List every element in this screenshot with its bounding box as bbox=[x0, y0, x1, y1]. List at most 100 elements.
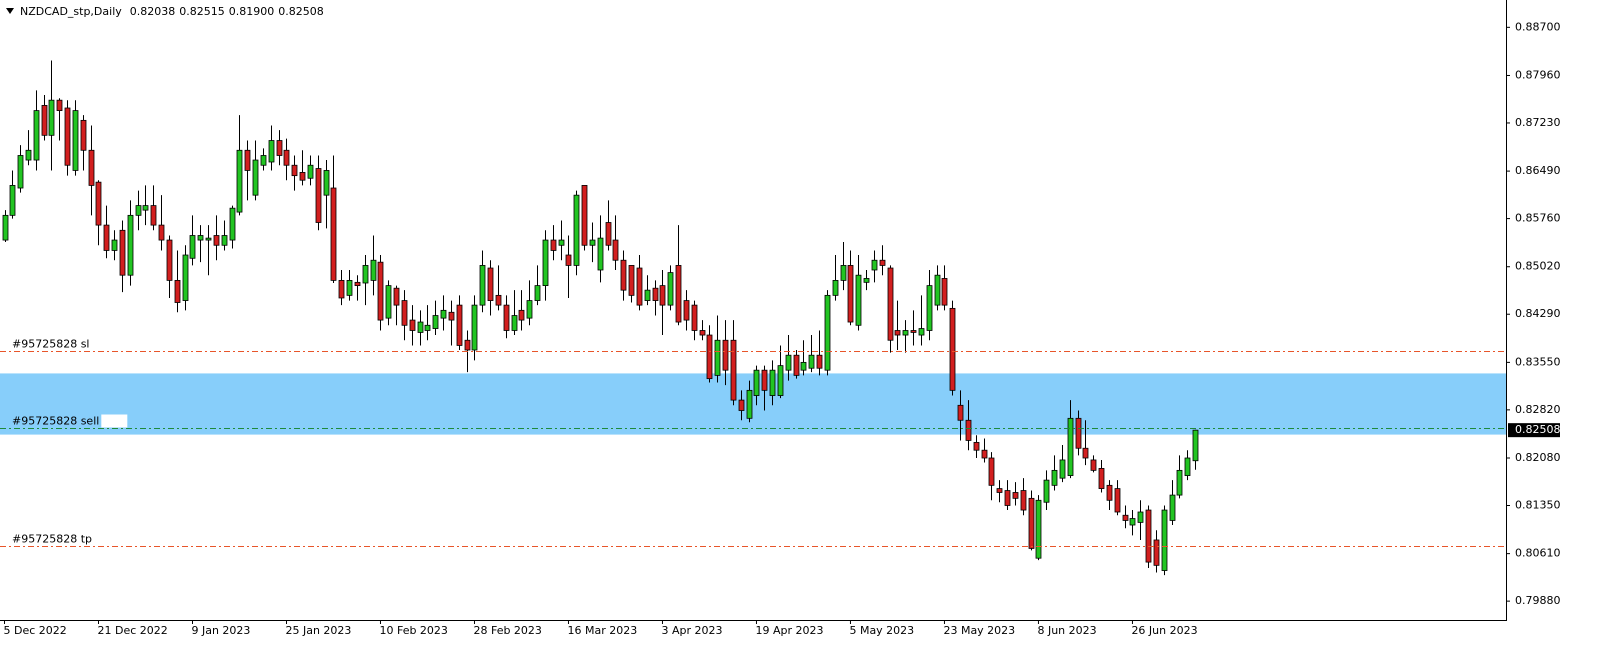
bull-candle-body bbox=[471, 304, 478, 351]
bull-candle-body bbox=[808, 354, 815, 369]
bear-candle-body bbox=[409, 319, 416, 331]
bull-candle-body bbox=[252, 159, 259, 196]
bull-candle-body bbox=[142, 205, 149, 211]
bull-candle-body bbox=[1176, 469, 1183, 496]
bull-candle-body bbox=[127, 214, 134, 276]
bear-candle-body bbox=[706, 334, 713, 380]
bear-candle-body bbox=[80, 119, 87, 151]
bull-candle-body bbox=[1129, 518, 1136, 526]
bull-candle-body bbox=[236, 149, 243, 213]
bull-candle-body bbox=[769, 369, 776, 396]
x-tick-label: 25 Jan 2023 bbox=[285, 624, 351, 637]
y-tick-label: 0.86490 bbox=[1515, 164, 1561, 177]
bear-candle-body bbox=[1122, 514, 1129, 521]
bear-candle-body bbox=[276, 140, 283, 156]
bear-candle-body bbox=[910, 330, 917, 333]
bull-candle-body bbox=[362, 265, 369, 284]
y-tick-label: 0.79880 bbox=[1515, 594, 1561, 607]
bear-candle-body bbox=[315, 168, 322, 223]
ohlc-open: 0.82038 bbox=[130, 5, 176, 18]
bull-candle-body bbox=[714, 339, 721, 376]
redacted-box bbox=[101, 414, 128, 428]
bull-candle-body bbox=[1059, 459, 1066, 479]
bear-candle-body bbox=[95, 181, 102, 226]
y-tick-label: 0.87230 bbox=[1515, 116, 1561, 129]
bear-candle-body bbox=[503, 304, 510, 331]
bull-candle-body bbox=[33, 110, 40, 161]
bear-candle-body bbox=[620, 259, 627, 291]
bull-candle-body bbox=[871, 259, 878, 271]
bull-candle-body bbox=[746, 389, 753, 419]
bear-candle-body bbox=[1075, 417, 1082, 449]
bull-candle-body bbox=[135, 205, 142, 216]
bull-candle-body bbox=[918, 328, 925, 336]
bear-candle-body bbox=[456, 304, 463, 346]
bull-candle-body bbox=[197, 235, 204, 241]
bull-candle-body bbox=[479, 265, 486, 306]
bear-candle-body bbox=[1004, 490, 1011, 506]
bear-candle-body bbox=[1153, 539, 1160, 566]
bull-candle-body bbox=[17, 155, 24, 189]
bull-candle-body bbox=[863, 278, 870, 283]
bear-candle-body bbox=[150, 205, 157, 226]
bull-candle-body bbox=[902, 330, 909, 336]
bear-candle-body bbox=[879, 259, 886, 266]
y-tick-label: 0.82820 bbox=[1515, 403, 1561, 416]
bear-candle-body bbox=[550, 239, 557, 251]
bear-candle-body bbox=[996, 488, 1003, 493]
bear-candle-body bbox=[393, 287, 400, 306]
bull-candle-body bbox=[534, 285, 541, 301]
bear-candle-body bbox=[793, 354, 800, 376]
bull-candle-body bbox=[221, 235, 228, 246]
bull-candle-body bbox=[440, 309, 447, 319]
bull-candle-body bbox=[25, 149, 32, 161]
order-level-label: #95725828 sell bbox=[12, 415, 99, 428]
bull-candle-body bbox=[644, 289, 651, 301]
x-tick-label: 21 Dec 2022 bbox=[97, 624, 167, 637]
bull-candle-body bbox=[432, 315, 439, 329]
bull-candle-body bbox=[1169, 494, 1176, 521]
bull-candle-body bbox=[9, 185, 16, 216]
bear-candle-body bbox=[957, 404, 964, 421]
bear-candle-body bbox=[64, 107, 71, 166]
bull-candle-body bbox=[48, 99, 55, 136]
bear-candle-body bbox=[103, 224, 110, 251]
bull-candle-body bbox=[1067, 417, 1074, 476]
bull-candle-body bbox=[189, 235, 196, 259]
bear-candle-body bbox=[1012, 492, 1019, 499]
bull-candle-body bbox=[1043, 479, 1050, 503]
bear-candle-body bbox=[730, 339, 737, 401]
bear-candle-body bbox=[1028, 497, 1035, 549]
y-tick-label: 0.83550 bbox=[1515, 355, 1561, 368]
bear-candle-body bbox=[448, 311, 455, 321]
bull-candle-body bbox=[800, 361, 807, 371]
bear-candle-body bbox=[894, 330, 901, 336]
price-tag-label: 0.82508 bbox=[1515, 423, 1561, 436]
bear-candle-body bbox=[291, 164, 298, 177]
menu-triangle[interactable] bbox=[6, 8, 14, 14]
bear-candle-body bbox=[988, 457, 995, 486]
bull-candle-body bbox=[72, 110, 79, 171]
bear-candle-body bbox=[949, 307, 956, 391]
bull-candle-body bbox=[934, 274, 941, 306]
bear-candle-body bbox=[487, 267, 494, 301]
bear-candle-body bbox=[88, 149, 95, 186]
plot-area bbox=[0, 60, 1506, 576]
bear-candle-body bbox=[816, 354, 823, 369]
bull-candle-body bbox=[926, 285, 933, 331]
x-tick-label: 10 Feb 2023 bbox=[379, 624, 447, 637]
bear-candle-body bbox=[1098, 468, 1105, 489]
bear-candle-body bbox=[761, 369, 768, 391]
bull-candle-body bbox=[511, 315, 518, 331]
bear-candle-body bbox=[1020, 490, 1027, 511]
bear-candle-body bbox=[1090, 459, 1097, 471]
bear-candle-body bbox=[565, 254, 572, 266]
bull-candle-body bbox=[573, 194, 580, 266]
bull-candle-body bbox=[1184, 457, 1191, 476]
bear-candle-body bbox=[699, 330, 706, 336]
price-tag-box bbox=[1508, 423, 1560, 438]
bull-candle-body bbox=[542, 239, 549, 287]
